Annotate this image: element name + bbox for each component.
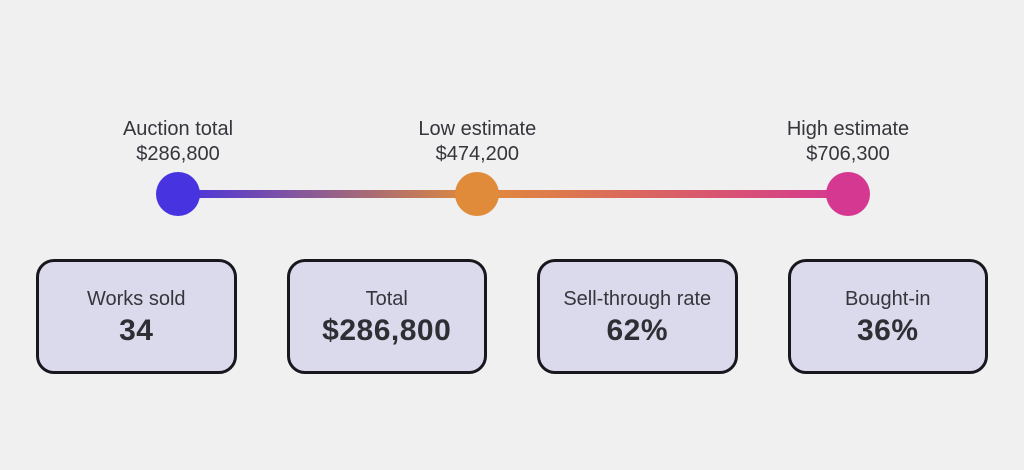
stat-value: 62% bbox=[606, 313, 669, 347]
marker-value: $474,200 bbox=[435, 143, 519, 165]
stat-card-bought-in: Bought-in 36% bbox=[787, 259, 988, 374]
stat-card-sell-through-rate: Sell-through rate 62% bbox=[537, 259, 738, 374]
marker-title: High estimate bbox=[786, 118, 910, 140]
stat-label: Works sold bbox=[86, 287, 186, 310]
stat-value: 34 bbox=[119, 313, 154, 347]
stat-value: $286,800 bbox=[322, 313, 452, 347]
high-estimate-dot bbox=[826, 172, 870, 216]
stats-row: Works sold 34 Total $286,800 Sell-throug… bbox=[36, 259, 988, 374]
stat-value: 36% bbox=[856, 313, 919, 347]
stat-label: Sell-through rate bbox=[563, 287, 712, 310]
marker-title: Low estimate bbox=[418, 118, 537, 140]
marker-title: Auction total bbox=[122, 118, 234, 140]
stat-card-total: Total $286,800 bbox=[286, 259, 487, 374]
auction-total-dot bbox=[156, 172, 200, 216]
marker-value: $706,300 bbox=[806, 143, 890, 165]
marker-low-estimate-label: Low estimate $474,200 bbox=[418, 117, 536, 167]
low-estimate-dot bbox=[455, 172, 500, 216]
marker-auction-total-label: Auction total $286,800 bbox=[123, 117, 233, 167]
range-gradient-line bbox=[178, 190, 848, 198]
stat-label: Bought-in bbox=[844, 287, 931, 310]
marker-value: $286,800 bbox=[136, 143, 220, 165]
stat-card-works-sold: Works sold 34 bbox=[36, 259, 237, 374]
stat-label: Total bbox=[365, 287, 408, 310]
marker-high-estimate-label: High estimate $706,300 bbox=[787, 117, 909, 167]
